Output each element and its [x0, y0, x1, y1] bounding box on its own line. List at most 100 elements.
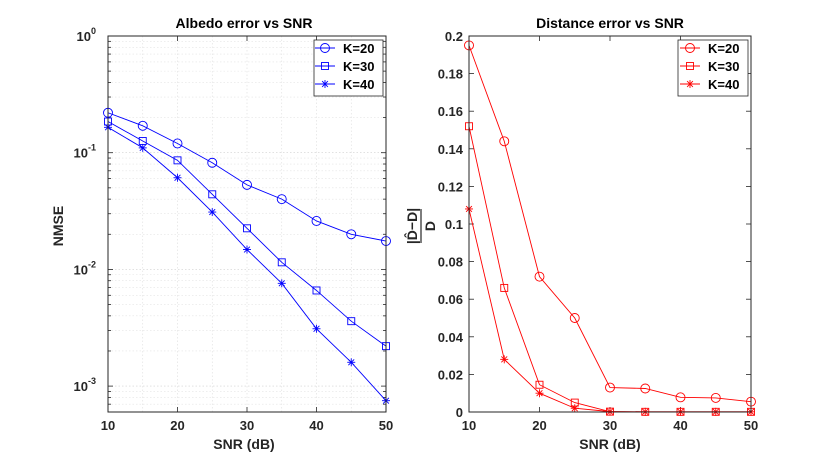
data-point-square	[321, 62, 329, 70]
x-axis-label: SNR (dB)	[213, 436, 274, 452]
star-stroke	[348, 359, 355, 366]
y-tick-label: 0	[456, 405, 463, 420]
data-point-circle	[311, 216, 322, 226]
data-point-circle	[534, 271, 545, 282]
chart-title: Distance error vs SNR	[536, 15, 684, 31]
x-axis-label: SNR (dB)	[579, 436, 640, 452]
tick-base: 10	[74, 146, 88, 161]
x-tick-label: 40	[673, 418, 687, 433]
y-axis-ticks: 0 0.02 0.04 0.06 0.08 0.1 0.12 0.14 0.16 0.18 0.2	[438, 29, 751, 420]
data-point-circle	[320, 43, 330, 53]
data-point-square	[312, 286, 321, 295]
data-point-star	[243, 245, 251, 254]
y-tick-label: 0.02	[438, 367, 463, 382]
data-point-circle	[685, 43, 695, 53]
x-tick-label: 30	[240, 418, 254, 433]
y-tick-label: 0.04	[438, 330, 464, 345]
data-point-star	[570, 404, 579, 413]
y-axis-label: |D̂−D| D	[403, 208, 438, 244]
tick-base: 10	[74, 262, 88, 277]
y-tick-label: 100	[77, 26, 96, 44]
plot-frame	[468, 35, 752, 413]
data-point-square	[173, 156, 182, 165]
data-point-star	[138, 143, 147, 152]
y-tick-label: 10-1	[74, 143, 96, 161]
tick-exponent: -3	[88, 376, 96, 386]
y-tick-label: 0.12	[438, 179, 463, 194]
data-point-circle	[242, 179, 252, 190]
data-point-circle	[605, 382, 615, 393]
x-tick-label: 40	[309, 418, 323, 433]
y-tick-label: 10-2	[74, 259, 96, 277]
data-point-square	[208, 190, 217, 199]
y-tick-label: 0.18	[438, 67, 463, 82]
data-point-circle	[137, 120, 148, 131]
data-point-star	[312, 324, 321, 333]
data-point-star	[347, 358, 356, 367]
legend-label: K=40	[708, 77, 739, 92]
data-point-square	[243, 224, 251, 233]
y-label-numerator: |D̂−D|	[403, 208, 420, 244]
data-point-circle	[207, 157, 218, 168]
data-point-circle	[276, 194, 287, 205]
y-axis-label: NMSE	[50, 206, 66, 246]
tick-exponent: -2	[88, 259, 96, 269]
star-stroke	[571, 405, 578, 412]
data-point-star	[686, 80, 694, 88]
data-point-star	[277, 279, 286, 288]
y-tick-label: 0.1	[445, 217, 463, 232]
tick-exponent: -1	[88, 143, 96, 153]
star-stroke	[501, 356, 508, 363]
data-point-circle	[172, 138, 183, 149]
y-tick-label: 0.08	[438, 255, 463, 270]
x-axis-ticks: 10 20 30 40 50	[101, 36, 393, 433]
data-point-square	[347, 317, 356, 326]
star-stroke	[174, 174, 181, 181]
tick-base: 10	[77, 29, 91, 44]
data-point-circle	[499, 136, 510, 147]
star-stroke	[243, 246, 251, 253]
data-point-star	[208, 208, 217, 217]
legend-label: K=20	[343, 41, 374, 56]
data-point-star	[173, 173, 182, 182]
star-stroke	[139, 144, 146, 152]
y-tick-label: 0.06	[438, 292, 463, 307]
series-line-k20	[468, 45, 752, 403]
albedo-error-chart: Albedo error vs SNR SNR (dB) NMSE 10 20 30…	[50, 15, 393, 452]
legend-box	[313, 39, 384, 97]
data-point-circle	[675, 392, 686, 403]
x-tick-label: 50	[744, 418, 758, 433]
tick-base: 10	[74, 379, 88, 394]
plot-frame	[107, 35, 387, 413]
x-tick-label: 20	[532, 418, 546, 433]
y-tick-label: 0.2	[445, 29, 463, 44]
data-point-star	[321, 80, 329, 88]
x-tick-label: 10	[462, 418, 476, 433]
legend: K=20 K=30 K=40	[677, 39, 749, 97]
data-point-square	[500, 283, 509, 292]
x-tick-label: 20	[170, 418, 184, 433]
legend-label: K=20	[708, 41, 739, 56]
data-point-circle	[569, 313, 580, 323]
data-point-circle	[640, 383, 651, 394]
data-point-square	[535, 380, 544, 389]
y-tick-label: 10-3	[74, 376, 96, 394]
data-point-circle	[710, 392, 721, 403]
series-line-k30	[107, 121, 387, 347]
x-tick-label: 50	[379, 418, 393, 433]
star-stroke	[278, 280, 285, 287]
star-stroke	[313, 325, 320, 332]
star-stroke	[686, 80, 694, 88]
star-stroke	[209, 208, 216, 216]
tick-exponent: 0	[91, 26, 96, 36]
star-stroke	[536, 389, 543, 397]
data-point-star	[535, 389, 544, 398]
y-tick-label: 0.14	[438, 142, 464, 157]
data-point-star	[500, 355, 509, 364]
legend: K=20 K=30 K=40	[313, 39, 384, 97]
legend-label: K=30	[343, 59, 374, 74]
data-point-circle	[346, 229, 357, 240]
legend-label: K=30	[708, 59, 739, 74]
